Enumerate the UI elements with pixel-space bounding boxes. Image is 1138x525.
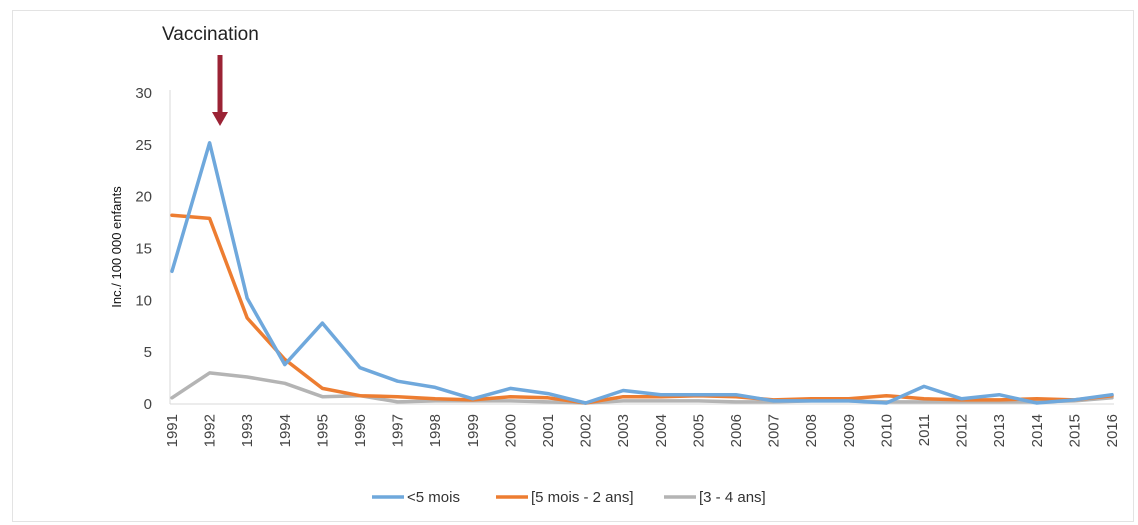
y-tick-label: 10: [135, 292, 152, 309]
x-tick-label: 2003: [615, 414, 632, 447]
legend-item: <5 mois: [372, 489, 460, 506]
x-tick-label: 2008: [803, 414, 820, 447]
y-tick-label: 0: [144, 396, 152, 413]
series-line-2: [170, 371, 1114, 405]
x-tick-label: 2009: [841, 414, 858, 447]
legend-label: [3 - 4 ans]: [699, 489, 766, 506]
legend-label: [5 mois - 2 ans]: [531, 489, 634, 506]
x-tick-label: 2010: [878, 414, 895, 447]
x-tick-label: 2016: [1104, 414, 1121, 447]
series-line-0: [170, 141, 1114, 405]
x-tick-label: 2012: [954, 414, 971, 447]
annotation-label: Vaccination: [162, 24, 259, 45]
vaccination-annotation: Vaccination: [162, 24, 259, 126]
series-lines: [170, 141, 1114, 405]
legend-item: [5 mois - 2 ans]: [496, 489, 634, 506]
y-axis-label: Inc./ 100 000 enfants: [109, 186, 124, 308]
x-tick-label: 2004: [653, 414, 670, 447]
x-tick-label: 2011: [916, 414, 933, 446]
x-tick-label: 2002: [578, 414, 595, 447]
y-ticks: 0 5 10 15 20 25 30: [135, 85, 152, 413]
x-tick-label: 2006: [728, 414, 745, 447]
x-tick-label: 1992: [202, 414, 219, 447]
chart-frame: [12, 10, 1134, 522]
y-tick-label: 20: [135, 189, 152, 206]
x-tick-label: 2005: [690, 414, 707, 447]
y-tick-label: 30: [135, 85, 152, 102]
x-tick-label: 2015: [1066, 414, 1083, 447]
x-tick-label: 2000: [502, 414, 519, 447]
legend-label: <5 mois: [407, 489, 460, 506]
x-ticks: 1991 1992 1993 1994 1995 1996 1997 1998 1999 2000…: [164, 414, 1121, 447]
x-tick-label: 1994: [277, 414, 294, 447]
y-axis-label-group: Inc./ 100 000 enfants: [109, 186, 124, 308]
x-tick-label: 1995: [314, 414, 331, 447]
x-tick-label: 1998: [427, 414, 444, 447]
x-tick-label: 2013: [991, 414, 1008, 447]
annotation-arrow-head: [212, 112, 228, 126]
x-tick-label: 1991: [164, 414, 181, 447]
y-tick-label: 25: [135, 137, 152, 154]
x-tick-label: 1997: [390, 414, 407, 447]
x-tick-label: 2007: [766, 414, 783, 447]
legend: <5 mois [5 mois - 2 ans] [3 - 4 ans]: [372, 489, 766, 506]
legend-item: [3 - 4 ans]: [664, 489, 766, 506]
x-tick-label: 1996: [352, 414, 369, 447]
x-tick-label: 1999: [465, 414, 482, 447]
y-tick-label: 15: [135, 241, 152, 258]
x-tick-label: 2001: [540, 414, 557, 447]
x-tick-label: 1993: [239, 414, 256, 447]
x-tick-label: 2014: [1029, 414, 1046, 447]
y-tick-label: 5: [144, 344, 152, 361]
series-line-1: [170, 213, 1114, 405]
